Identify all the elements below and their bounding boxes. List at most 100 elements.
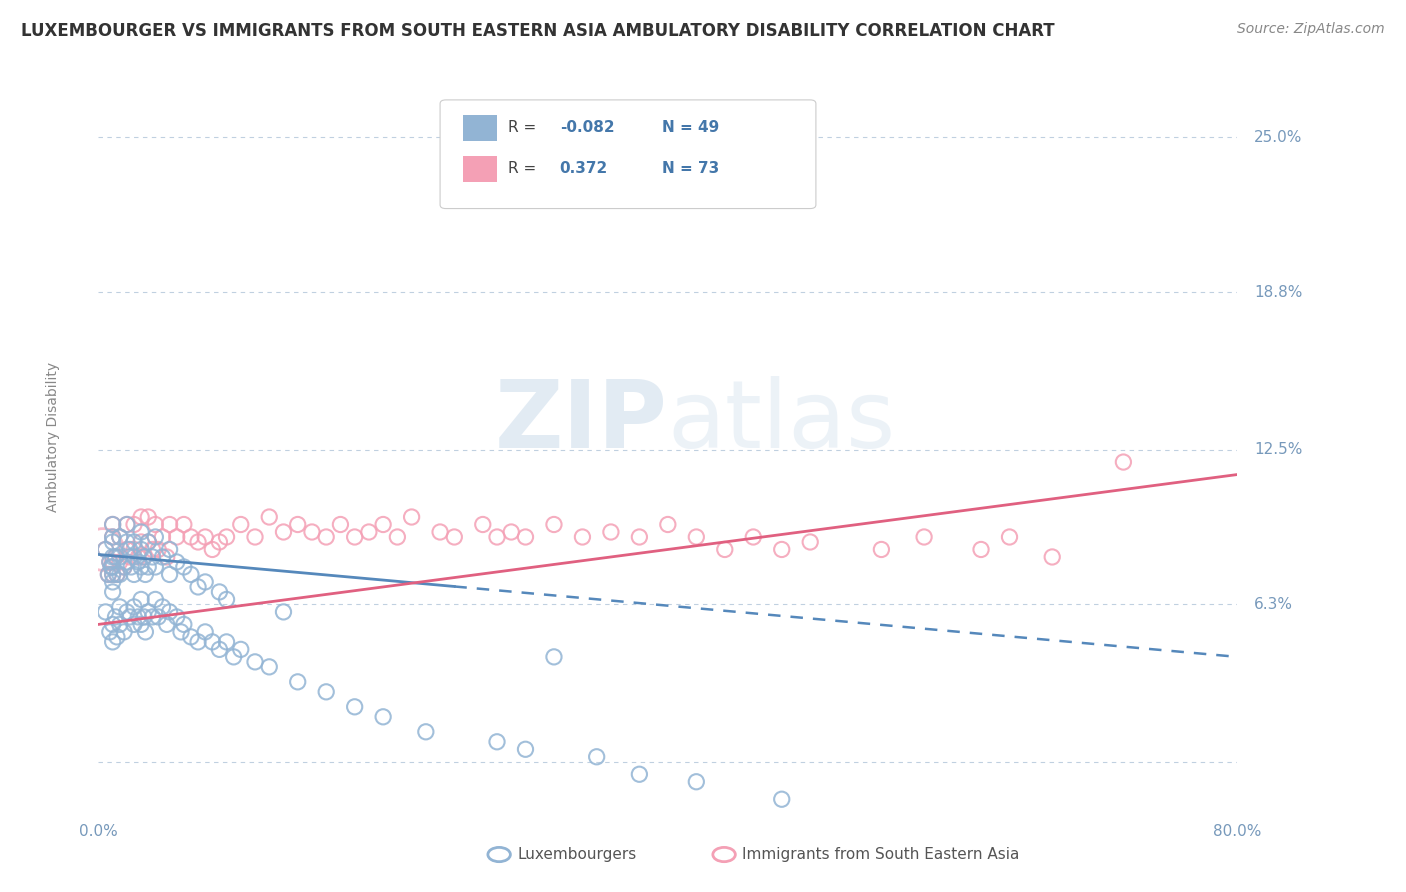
- Text: ZIP: ZIP: [495, 376, 668, 468]
- Point: [141, 549, 163, 564]
- Point: [118, 542, 141, 557]
- Point: [115, 605, 138, 619]
- Point: [1112, 455, 1135, 469]
- Point: [136, 560, 159, 574]
- Point: [132, 549, 155, 564]
- Point: [101, 617, 124, 632]
- Point: [770, 792, 793, 806]
- Point: [173, 560, 195, 574]
- Point: [443, 530, 465, 544]
- Point: [148, 542, 170, 557]
- Point: [129, 542, 152, 557]
- Point: [104, 549, 127, 564]
- Point: [100, 560, 122, 574]
- Point: [145, 592, 167, 607]
- Point: [129, 535, 152, 549]
- Point: [156, 617, 179, 632]
- Text: 6.3%: 6.3%: [1254, 597, 1294, 612]
- Point: [415, 724, 437, 739]
- Point: [315, 685, 337, 699]
- Text: Source: ZipAtlas.com: Source: ZipAtlas.com: [1237, 22, 1385, 37]
- Point: [222, 649, 245, 664]
- Point: [273, 524, 295, 539]
- Point: [159, 542, 181, 557]
- Point: [122, 617, 145, 632]
- Point: [122, 567, 145, 582]
- Point: [471, 517, 494, 532]
- Point: [329, 517, 352, 532]
- Point: [136, 535, 159, 549]
- Point: [287, 517, 309, 532]
- Point: [373, 517, 395, 532]
- Point: [543, 517, 565, 532]
- Bar: [463, 115, 498, 141]
- Point: [148, 610, 170, 624]
- Point: [208, 535, 231, 549]
- Point: [585, 749, 607, 764]
- Point: [401, 510, 423, 524]
- Point: [97, 567, 120, 582]
- Point: [101, 574, 124, 589]
- Text: atlas: atlas: [668, 376, 896, 468]
- Point: [101, 517, 124, 532]
- Point: [201, 542, 224, 557]
- Text: N = 49: N = 49: [662, 120, 720, 135]
- Point: [115, 542, 138, 557]
- Point: [912, 530, 935, 544]
- Point: [301, 524, 323, 539]
- Point: [180, 530, 202, 544]
- Point: [259, 510, 281, 524]
- Point: [118, 549, 141, 564]
- Point: [98, 555, 121, 569]
- Point: [115, 517, 138, 532]
- Point: [108, 555, 131, 569]
- Text: -0.082: -0.082: [560, 120, 614, 135]
- Point: [628, 767, 651, 781]
- Point: [343, 530, 366, 544]
- Point: [97, 567, 120, 582]
- Point: [141, 610, 163, 624]
- Text: 12.5%: 12.5%: [1254, 442, 1303, 457]
- Point: [159, 567, 181, 582]
- Point: [970, 542, 993, 557]
- Point: [115, 517, 138, 532]
- Point: [108, 599, 131, 614]
- Text: 0.372: 0.372: [560, 161, 607, 177]
- Point: [215, 530, 238, 544]
- Point: [799, 535, 821, 549]
- Point: [156, 549, 179, 564]
- Point: [152, 599, 174, 614]
- Point: [94, 542, 117, 557]
- Point: [742, 530, 765, 544]
- Point: [486, 530, 509, 544]
- Point: [166, 610, 188, 624]
- Point: [129, 617, 152, 632]
- Point: [998, 530, 1021, 544]
- Point: [108, 567, 131, 582]
- Point: [187, 635, 209, 649]
- Point: [122, 517, 145, 532]
- Point: [100, 560, 122, 574]
- Point: [208, 642, 231, 657]
- Text: 18.8%: 18.8%: [1254, 285, 1303, 300]
- Point: [129, 560, 152, 574]
- Point: [105, 567, 128, 582]
- Point: [145, 517, 167, 532]
- Point: [118, 610, 141, 624]
- Point: [101, 567, 124, 582]
- Point: [180, 630, 202, 644]
- Point: [201, 635, 224, 649]
- Point: [129, 524, 152, 539]
- Point: [98, 624, 121, 639]
- Point: [685, 774, 707, 789]
- Point: [685, 530, 707, 544]
- Point: [194, 530, 217, 544]
- Point: [159, 517, 181, 532]
- FancyBboxPatch shape: [440, 100, 815, 209]
- Point: [94, 542, 117, 557]
- Point: [101, 560, 124, 574]
- Point: [136, 605, 159, 619]
- Point: [98, 555, 121, 569]
- Point: [112, 560, 135, 574]
- Point: [173, 517, 195, 532]
